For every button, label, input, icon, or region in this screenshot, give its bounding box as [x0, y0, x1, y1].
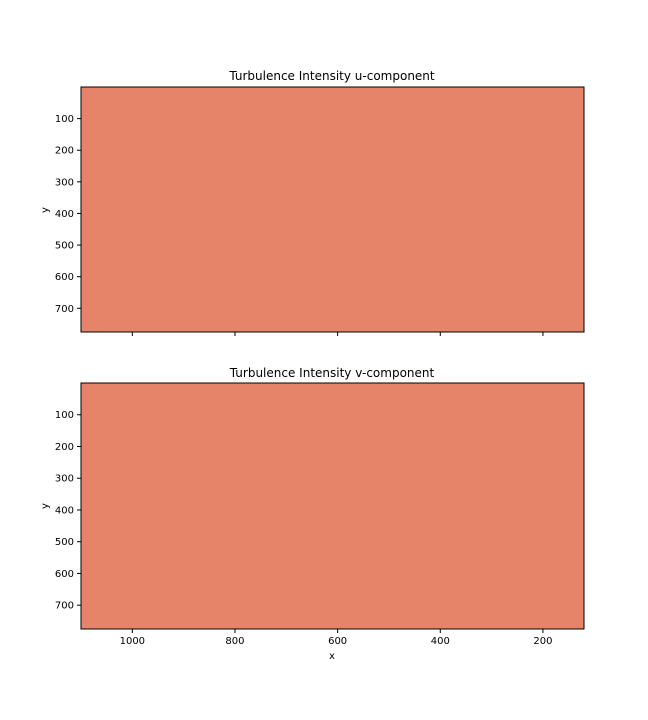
- v-component-x-tick-label: 1000: [120, 636, 145, 647]
- v-component-y-tick-label: 400: [55, 505, 74, 516]
- v-component-frame: [80, 382, 585, 630]
- v-component-y-ticks: 100 200 300 400 500 600 700: [55, 410, 81, 612]
- u-component-y-tick-label: 400: [55, 209, 74, 220]
- v-component-y-tick-label: 600: [55, 569, 74, 580]
- u-component-field: [81, 87, 584, 332]
- v-component-x-tick-label: 400: [431, 636, 450, 647]
- v-component-x-ticks: 1000 800 600 400 200: [120, 629, 552, 647]
- v-component-y-axis-label: y: [40, 503, 51, 509]
- u-component-y-tick-label: 100: [55, 114, 74, 125]
- u-component-y-tick-label: 700: [55, 304, 74, 315]
- v-component-title: Turbulence Intensity v-component: [229, 366, 435, 380]
- u-component-y-ticks: 100 200 300 400 500 600 700: [55, 114, 81, 315]
- v-component-field: [81, 383, 584, 629]
- v-component-x-axis-label: x: [329, 651, 335, 662]
- v-component-y-tick-label: 700: [55, 601, 74, 612]
- v-component-y-tick-label: 100: [55, 410, 74, 421]
- v-component-panel: Turbulence Intensity v-component 100 200 3…: [40, 366, 585, 662]
- v-component-y-tick-label: 300: [55, 474, 74, 485]
- u-component-y-axis-label: y: [40, 207, 51, 213]
- v-component-x-tick-label: 800: [225, 636, 244, 647]
- v-component-y-tick-label: 500: [55, 537, 74, 548]
- u-component-y-tick-label: 300: [55, 177, 74, 188]
- u-component-y-tick-label: 200: [55, 146, 74, 157]
- u-component-title: Turbulence Intensity u-component: [228, 69, 435, 83]
- v-component-y-tick-label: 200: [55, 442, 74, 453]
- u-component-y-tick-label: 600: [55, 272, 74, 283]
- v-component-x-tick-label: 600: [328, 636, 347, 647]
- u-component-x-ticks: [131, 332, 544, 336]
- u-component-panel: Turbulence Intensity u-component 100 200 3…: [40, 69, 585, 336]
- v-component-x-tick-label: 200: [533, 636, 552, 647]
- u-component-y-tick-label: 500: [55, 241, 74, 252]
- u-component-frame: [80, 86, 585, 333]
